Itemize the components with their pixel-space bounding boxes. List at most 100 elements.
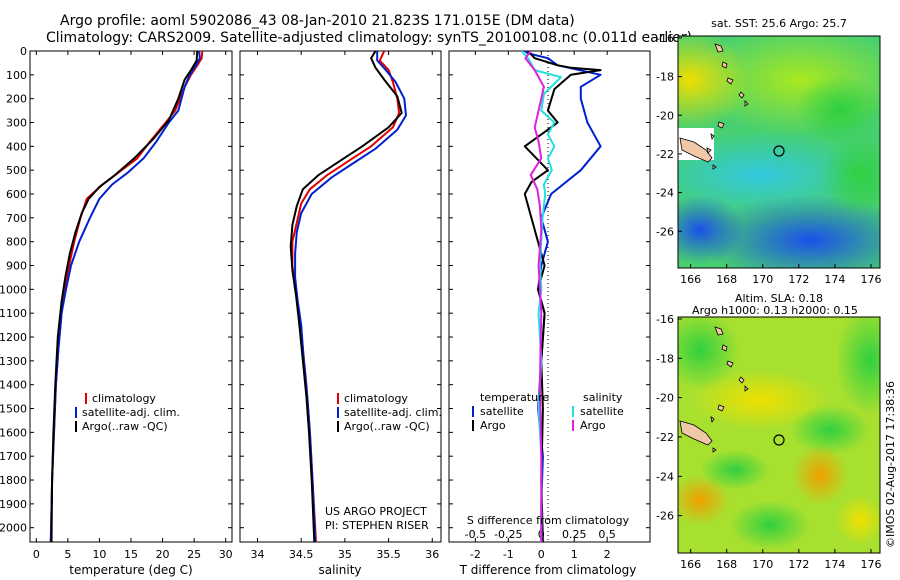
map-x-tick-label: 170 (752, 558, 773, 571)
map-x-tick-label: 168 (716, 558, 737, 571)
y-tick-label: 1500 (0, 403, 27, 416)
map-y-tick-label: -24 (656, 470, 674, 483)
legend-satellite-swatch (75, 407, 77, 418)
map-x-tick-label: 168 (716, 273, 737, 286)
temperature-panel: 0 5 10 15 20 25 300100200300400500600700800900… (0, 45, 233, 577)
y-tick-label: 0 (20, 45, 27, 58)
difference-legend: temperature salinity satellite satellite… (472, 391, 624, 432)
y-tick-label: 300 (6, 117, 27, 130)
legend-climatology-label: climatology (92, 392, 156, 405)
argo-location-marker (773, 434, 785, 446)
legend-salinity-heading: salinity (583, 391, 623, 404)
map-y-tick-label: -22 (656, 148, 674, 161)
temperature-legend: climatology satellite-adj. clim. Argo(..… (75, 392, 180, 433)
x-tick-label: 5 (64, 548, 71, 561)
x-tick-label: 35.5 (376, 548, 401, 561)
map-y-tick-label: -18 (656, 71, 674, 84)
map-y-tick-label: -22 (656, 431, 674, 444)
sla-map-image (678, 317, 880, 553)
map-y-tick-label: -20 (656, 109, 674, 122)
s-tick-label: 0.25 (562, 528, 587, 541)
map-y-tick-label: -26 (656, 510, 674, 523)
legend-argo-label: Argo(..raw -QC) (82, 420, 168, 433)
map-y-tick-label: -26 (656, 225, 674, 238)
x-tick-label: 2 (604, 548, 611, 561)
s-tick-label: -0.25 (494, 528, 522, 541)
x-tick-label: 1 (571, 548, 578, 561)
x-tick-label: 25 (187, 548, 201, 561)
x-tick-label: 36 (425, 548, 439, 561)
sla-map-title: Altim. SLA: 0.18 (735, 292, 823, 305)
y-tick-label: 1400 (0, 379, 27, 392)
y-tick-label: 1200 (0, 331, 27, 344)
map-x-tick-label: 166 (680, 558, 701, 571)
map-x-tick-label: 172 (788, 558, 809, 571)
map-y-tick-label: -16 (656, 32, 674, 45)
map-y-tick-label: -20 (656, 392, 674, 405)
legend-climatology-swatch (337, 393, 339, 404)
legend-climatology-swatch (85, 393, 87, 404)
legend-s-satellite-label: satellite (580, 405, 624, 418)
legend-s-argo-label: Argo (580, 419, 606, 432)
sla-map-panel: Altim. SLA: 0.18 Argo h1000: 0.13 h2000:… (656, 292, 881, 571)
s-tick-label: -0.5 (465, 528, 486, 541)
y-tick-label: 1000 (0, 283, 27, 296)
legend-t-satellite-swatch (472, 406, 474, 417)
legend-t-satellite-label: satellite (480, 405, 524, 418)
y-tick-label: 1100 (0, 307, 27, 320)
x-tick-label: 10 (92, 548, 106, 561)
x-tick-label: 15 (124, 548, 138, 561)
legend-s-argo-swatch (572, 420, 574, 431)
salinity-axes-box (239, 50, 442, 543)
difference-axes-box (448, 50, 651, 543)
y-tick-label: 1900 (0, 498, 27, 511)
x-tick-label: 0 (538, 548, 545, 561)
difference-panel: -2 -1 0 1 2-0.5 -0.25 0 0.25 0.5 S difference fr… (448, 50, 651, 577)
salinity-legend: climatology satellite-adj. clim. Argo(..… (337, 392, 442, 433)
map-y-tick-label: -24 (656, 187, 674, 200)
x-tick-label: 20 (156, 548, 170, 561)
y-tick-label: 1800 (0, 474, 27, 487)
map-x-tick-label: 166 (680, 273, 701, 286)
series-line-salinity-argo (524, 51, 545, 542)
y-tick-label: 100 (6, 69, 27, 82)
y-tick-label: 400 (6, 140, 27, 153)
legend-t-argo-swatch (472, 420, 474, 431)
map-x-tick-label: 172 (788, 273, 809, 286)
y-tick-label: 600 (6, 188, 27, 201)
legend-argo-swatch (75, 421, 77, 432)
y-tick-label: 200 (6, 93, 27, 106)
y-tick-label: 2000 (0, 522, 27, 535)
series-line-temperature-argo (523, 51, 602, 542)
sst-map-title: sat. SST: 25.6 Argo: 25.7 (711, 17, 847, 30)
map-x-tick-label: 174 (824, 273, 845, 286)
legend-argo-label: Argo(..raw -QC) (344, 420, 430, 433)
sst-map-panel: sat. SST: 25.6 Argo: 25.7 166 168 170 172 17… (656, 17, 881, 286)
legend-climatology-label: climatology (344, 392, 408, 405)
x-tick-label: 30 (219, 548, 233, 561)
legend-temperature-heading: temperature (480, 391, 549, 404)
pi-credit: PI: STEPHEN RISER (325, 519, 429, 532)
map-y-tick-label: -16 (656, 313, 674, 326)
temperature-xlabel: temperature (deg C) (69, 563, 192, 577)
sst-map-image (678, 36, 880, 268)
y-tick-label: 700 (6, 212, 27, 225)
difference-xlabel: T difference from climatology (459, 563, 637, 577)
y-tick-label: 800 (6, 236, 27, 249)
x-tick-label: 34 (250, 548, 264, 561)
y-tick-label: 500 (6, 164, 27, 177)
y-tick-label: 1700 (0, 450, 27, 463)
x-tick-label: 35 (338, 548, 352, 561)
x-tick-label: 0 (33, 548, 40, 561)
x-tick-label: -2 (470, 548, 481, 561)
map-x-tick-label: 176 (860, 558, 881, 571)
map-x-tick-label: 174 (824, 558, 845, 571)
argo-location-marker (773, 145, 785, 157)
y-tick-label: 1300 (0, 355, 27, 368)
x-tick-label: -1 (503, 548, 514, 561)
legend-s-satellite-swatch (572, 406, 574, 417)
y-tick-label: 900 (6, 260, 27, 273)
map-x-tick-label: 170 (752, 273, 773, 286)
y-tick-label: 1600 (0, 426, 27, 439)
